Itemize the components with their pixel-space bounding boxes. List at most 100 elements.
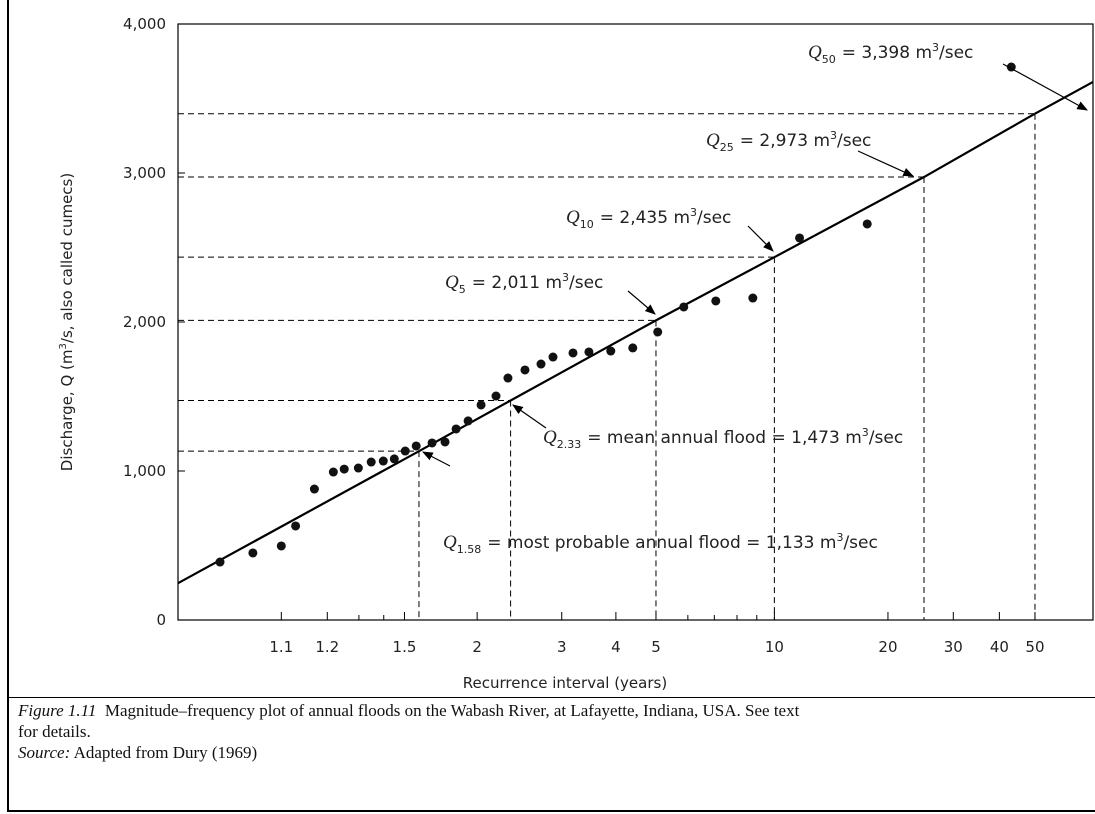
annotation-symbol: Q — [543, 427, 557, 448]
annotation-unit: /sec — [697, 208, 731, 228]
data-point — [568, 348, 578, 358]
annotation-symbol: Q — [706, 130, 720, 151]
annotation-superscript: 3 — [562, 271, 569, 284]
x-axis-label: Recurrence interval (years) — [463, 674, 667, 692]
data-point — [427, 438, 437, 448]
annotation-subscript: 10 — [580, 218, 594, 231]
annotation-superscript: 3 — [932, 41, 939, 54]
data-point — [366, 457, 376, 467]
data-point — [862, 219, 872, 229]
annotation-arrow — [747, 225, 774, 252]
x-tick-label: 10 — [765, 638, 784, 656]
annotation-unit: /sec — [939, 43, 973, 63]
x-tick-label: 50 — [1025, 638, 1044, 656]
annotation-arrow — [627, 290, 656, 315]
data-point — [711, 296, 721, 306]
source-label: Source: — [18, 743, 71, 762]
x-tick-label: 40 — [990, 638, 1009, 656]
data-point — [353, 463, 363, 473]
data-point — [328, 467, 338, 477]
annotation-unit: /sec — [569, 273, 603, 293]
annotation-arrow — [857, 150, 914, 177]
data-point — [389, 454, 399, 464]
data-point — [248, 548, 258, 558]
annotation-symbol: Q — [445, 272, 459, 293]
frame — [7, 0, 1095, 812]
data-point — [679, 302, 689, 312]
data-point — [653, 327, 663, 337]
data-point — [548, 352, 558, 362]
fit-extension — [177, 450, 420, 585]
data-point — [606, 346, 616, 356]
caption-line: for details. — [18, 722, 91, 741]
x-tick-label: 2 — [472, 638, 482, 656]
annotation-arrow — [512, 404, 547, 429]
caption-label: Figure 1.11 — [18, 701, 97, 720]
data-point — [215, 557, 225, 567]
y-tick-label: 4,000 — [123, 15, 166, 33]
annotation-text: = mean annual flood = 1,473 m — [587, 428, 862, 448]
annotation-subscript: 50 — [822, 53, 836, 66]
annotation: Q2.33 = mean annual flood = 1,473 m3/sec — [543, 426, 903, 451]
source-text: Adapted from Dury (1969) — [73, 743, 258, 762]
annotation-superscript: 3 — [690, 206, 697, 219]
annotation: Q5 = 2,011 m3/sec — [445, 271, 603, 296]
caption-line: Figure 1.11 Magnitude–frequency plot of … — [18, 700, 1093, 721]
y-axis-label: Discharge, Q (m3/s, also called cumecs) — [58, 173, 76, 471]
annotation: Q1.58 = most probable annual flood = 1,13… — [443, 531, 878, 556]
annotation-text: = most probable annual flood = 1,133 m — [487, 533, 836, 553]
x-tick-label: 3 — [557, 638, 567, 656]
annotation-superscript: 3 — [836, 531, 843, 544]
data-point — [795, 233, 805, 243]
x-tick-label: 30 — [944, 638, 963, 656]
annotation-arrow — [422, 451, 451, 467]
annotation-text: = 2,973 m — [740, 131, 830, 151]
y-tick-label: 2,000 — [123, 313, 166, 331]
separator — [7, 697, 1095, 698]
x-tick-label: 20 — [878, 638, 897, 656]
annotation-subscript: 25 — [720, 141, 734, 154]
annotation-text: = 2,011 m — [472, 273, 562, 293]
y-label-sup: 3 — [58, 343, 69, 349]
data-point — [291, 521, 301, 531]
data-point — [411, 441, 421, 451]
annotation-unit: /sec — [869, 428, 903, 448]
source-line: Source: Adapted from Dury (1969) — [18, 742, 1093, 763]
annotation-subscript: 1.58 — [457, 543, 482, 556]
annotation: Q50 = 3,398 m3/sec — [808, 41, 973, 66]
chart: Recurrence interval (years) Discharge, Q… — [58, 15, 1094, 692]
annotation-arrow — [1002, 63, 1088, 111]
data-point — [536, 359, 546, 369]
annotation-text: = 3,398 m — [842, 43, 932, 63]
data-point — [503, 373, 513, 383]
annotation-subscript: 2.33 — [557, 438, 582, 451]
data-point — [276, 541, 286, 551]
caption-text: Magnitude–frequency plot of annual flood… — [104, 701, 800, 720]
data-point — [400, 446, 410, 456]
data-point — [463, 416, 473, 426]
y-tick-label: 0 — [156, 611, 166, 629]
data-point — [520, 365, 530, 375]
data-point — [451, 424, 461, 434]
data-point — [440, 437, 450, 447]
annotation-text: = 2,435 m — [600, 208, 690, 228]
data-point — [748, 293, 758, 303]
data-point — [628, 343, 638, 353]
data-point — [476, 400, 486, 410]
data-point — [584, 347, 594, 357]
x-tick-label: 5 — [651, 638, 661, 656]
y-tick-label: 3,000 — [123, 164, 166, 182]
fit-line — [418, 112, 1036, 453]
data-point — [378, 456, 388, 466]
y-tick-label: 1,000 — [123, 462, 166, 480]
annotation-superscript: 3 — [830, 129, 837, 142]
x-tick-label: 1.5 — [393, 638, 417, 656]
x-tick-label: 4 — [611, 638, 621, 656]
annotation: Q25 = 2,973 m3/sec — [706, 129, 871, 154]
annotation-symbol: Q — [808, 42, 822, 63]
annotation-unit: /sec — [837, 131, 871, 151]
annotation-unit: /sec — [843, 533, 877, 553]
annotation-symbol: Q — [443, 532, 457, 553]
plot-frame — [177, 23, 1094, 621]
